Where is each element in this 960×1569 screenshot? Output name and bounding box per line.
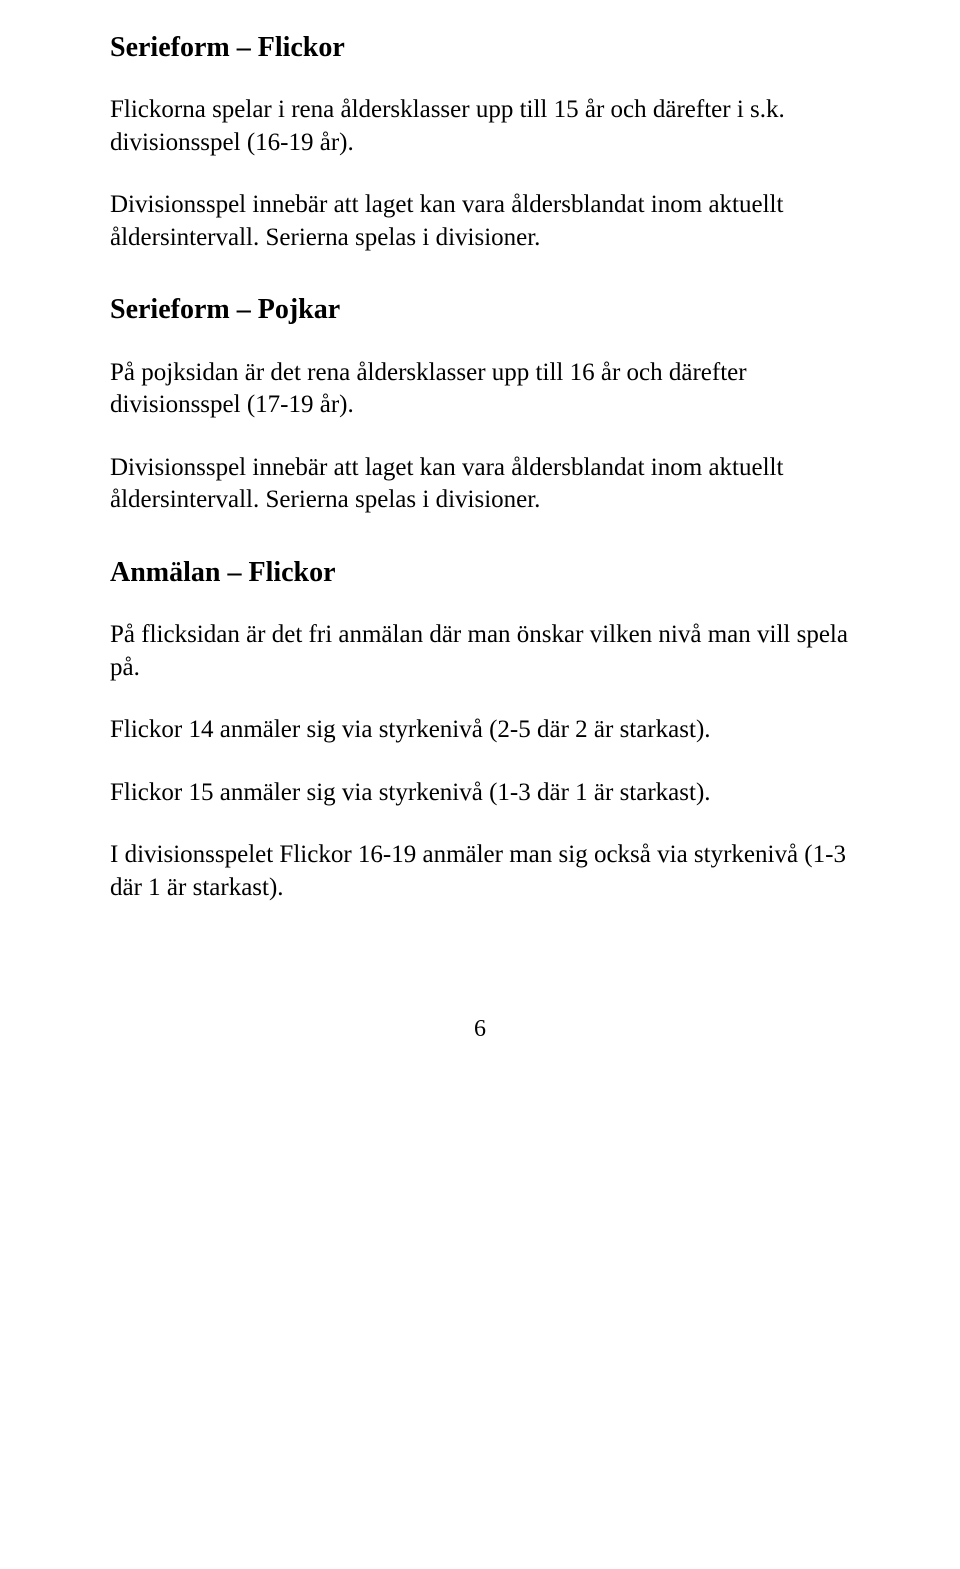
paragraph: Flickor 15 anmäler sig via styrkenivå (1… <box>110 777 850 810</box>
heading-serieform-pojkar: Serieform – Pojkar <box>110 292 850 328</box>
paragraph: Divisionsspel innebär att laget kan vara… <box>110 189 850 254</box>
page-number: 6 <box>110 1014 850 1045</box>
heading-serieform-flickor: Serieform – Flickor <box>110 30 850 66</box>
paragraph: På flicksidan är det fri anmälan där man… <box>110 619 850 684</box>
paragraph: Flickor 14 anmäler sig via styrkenivå (2… <box>110 714 850 747</box>
paragraph: I divisionsspelet Flickor 16-19 anmäler … <box>110 839 850 904</box>
paragraph: På pojksidan är det rena åldersklasser u… <box>110 357 850 422</box>
paragraph: Flickorna spelar i rena åldersklasser up… <box>110 94 850 159</box>
paragraph: Divisionsspel innebär att laget kan vara… <box>110 452 850 517</box>
heading-anmalan-flickor: Anmälan – Flickor <box>110 555 850 591</box>
